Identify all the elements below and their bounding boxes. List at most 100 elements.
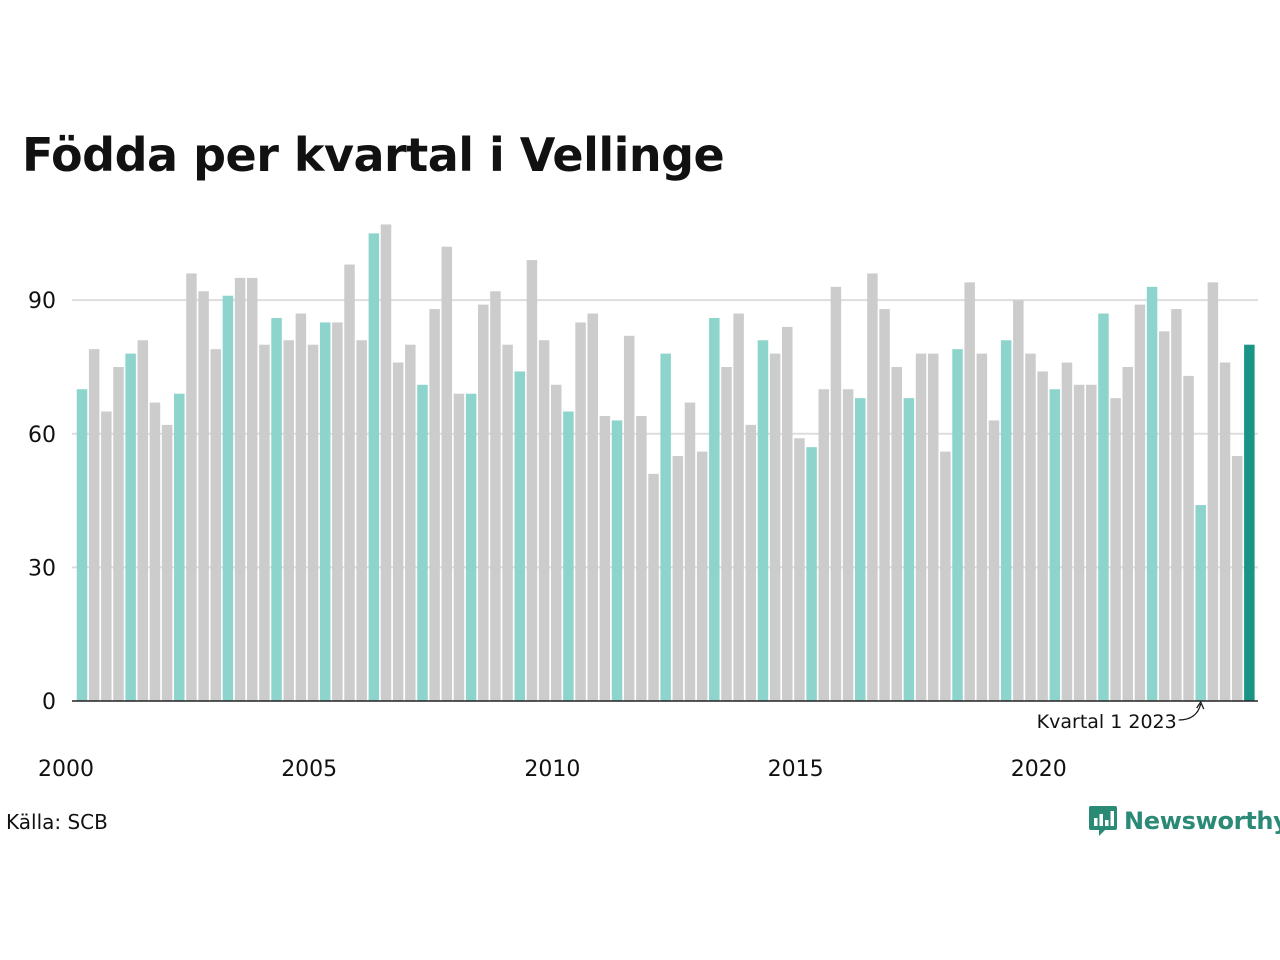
bar-2006-Q3 [392, 362, 404, 701]
bar-2008-Q4 [502, 344, 513, 701]
bar-2005-Q1 [319, 322, 331, 701]
bar-2019-Q3 [1025, 353, 1036, 701]
bar-2004-Q2 [283, 340, 294, 701]
bar-2016-Q1 [854, 398, 866, 701]
bar-2023-Q2 [1207, 282, 1219, 701]
bar-2009-Q4 [550, 384, 562, 701]
bar-2002-Q4 [210, 349, 222, 701]
bar-2009-Q1 [514, 371, 526, 701]
y-axis-labels: 0 30 60 90 [28, 289, 56, 715]
bar-2022-Q4 [1183, 375, 1194, 701]
bar-2009-Q2 [526, 260, 538, 701]
bar-2011-Q4 [648, 473, 659, 701]
x-tick-label-2000: 2000 [38, 757, 94, 782]
bar-2007-Q3 [441, 246, 453, 701]
bar-2015-Q3 [830, 286, 842, 701]
bar-2000-Q4 [113, 366, 124, 701]
bar-2012-Q4 [696, 451, 708, 701]
bar-2022-Q3 [1171, 309, 1182, 701]
bar-2008-Q3 [490, 291, 501, 701]
annotation-label: Kvartal 1 2023 [1037, 711, 1177, 733]
bar-2019-Q2 [1013, 300, 1024, 701]
bar-2007-Q4 [453, 393, 465, 701]
y-tick-label-30: 30 [28, 556, 56, 581]
bar-2018-Q4 [988, 420, 1000, 701]
bar-2009-Q3 [538, 340, 550, 701]
brand-logo: Newsworthy [1088, 804, 1280, 838]
bar-2016-Q2 [867, 273, 878, 701]
bar-2020-Q4 [1086, 384, 1097, 701]
bar-2011-Q3 [636, 415, 647, 701]
annotation-arrow [1178, 703, 1202, 721]
bar-2021-Q3 [1122, 366, 1134, 701]
bar-2010-Q2 [575, 322, 586, 701]
bar-2003-Q3 [246, 277, 258, 701]
bar-2019-Q4 [1037, 371, 1048, 701]
annotation-arrowhead [1196, 700, 1205, 710]
bar-2012-Q3 [684, 402, 696, 701]
y-tick-label-0: 0 [42, 690, 56, 715]
bar-2020-Q3 [1073, 384, 1085, 701]
bar-2015-Q2 [818, 389, 830, 701]
bar-2005-Q3 [344, 264, 355, 701]
bar-2004-Q3 [295, 313, 307, 701]
bar-2001-Q4 [161, 424, 173, 701]
bar-2017-Q2 [915, 353, 927, 701]
bar-2017-Q4 [940, 451, 951, 701]
bar-2000-Q3 [101, 411, 112, 701]
bar-2000-Q1 [76, 389, 88, 701]
bar-2023-Q3 [1219, 362, 1231, 701]
bar-2006-Q1 [368, 233, 380, 702]
bar-2013-Q4 [745, 424, 757, 701]
chart-title: Födda per kvartal i Vellinge [22, 128, 725, 182]
bar-chart: 0 30 60 90 2000 2005 2010 2015 2020 Kvartal 1 2… [28, 224, 1258, 782]
bar-2011-Q2 [623, 335, 635, 701]
bar-2015-Q4 [842, 389, 854, 701]
bar-2010-Q4 [599, 415, 611, 701]
bar-2020-Q1 [1049, 389, 1061, 701]
bar-2021-Q2 [1110, 398, 1121, 701]
bar-2022-Q2 [1158, 331, 1170, 701]
bar-2004-Q1 [271, 317, 282, 701]
bar-2017-Q1 [903, 398, 915, 701]
bar-2018-Q1 [952, 349, 963, 701]
bar-2004-Q4 [307, 344, 319, 701]
bar-2014-Q2 [769, 353, 781, 701]
bars [76, 224, 1255, 702]
x-tick-label-2005: 2005 [281, 757, 337, 782]
bar-2010-Q1 [563, 411, 574, 701]
bar-2010-Q3 [587, 313, 598, 701]
x-axis-labels: 2000 2005 2010 2015 2020 [38, 757, 1067, 782]
brand-name: Newsworthy [1124, 807, 1280, 835]
bar-2001-Q1 [125, 353, 136, 701]
bar-2000-Q2 [88, 349, 100, 701]
bar-2014-Q1 [757, 340, 769, 701]
bar-2016-Q3 [879, 309, 890, 701]
bar-2003-Q1 [222, 295, 234, 701]
bar-2020-Q2 [1061, 362, 1073, 701]
bar-2024-Q1 [1244, 344, 1255, 701]
y-tick-label-60: 60 [28, 423, 56, 448]
bar-2001-Q3 [149, 402, 161, 701]
bar-2014-Q3 [782, 326, 793, 701]
x-tick-label-2010: 2010 [524, 757, 580, 782]
bar-2014-Q4 [794, 438, 805, 701]
bar-2018-Q3 [976, 353, 988, 701]
bar-2012-Q2 [672, 456, 684, 701]
bar-2002-Q1 [174, 393, 185, 701]
source-label: Källa: SCB [6, 810, 108, 834]
bar-2006-Q4 [405, 344, 416, 701]
bar-2013-Q2 [721, 366, 732, 701]
bar-2017-Q3 [927, 353, 939, 701]
bar-2021-Q4 [1134, 304, 1146, 701]
bar-2008-Q1 [465, 393, 477, 701]
bar-2005-Q4 [356, 340, 367, 701]
bar-2012-Q1 [660, 353, 671, 701]
x-tick-label-2015: 2015 [768, 757, 824, 782]
bar-2008-Q2 [478, 304, 489, 701]
bar-2007-Q1 [417, 384, 428, 701]
x-tick-label-2020: 2020 [1011, 757, 1067, 782]
newsworthy-logo-icon [1089, 806, 1117, 836]
bar-2002-Q2 [186, 273, 197, 701]
bar-2023-Q1 [1195, 505, 1206, 701]
